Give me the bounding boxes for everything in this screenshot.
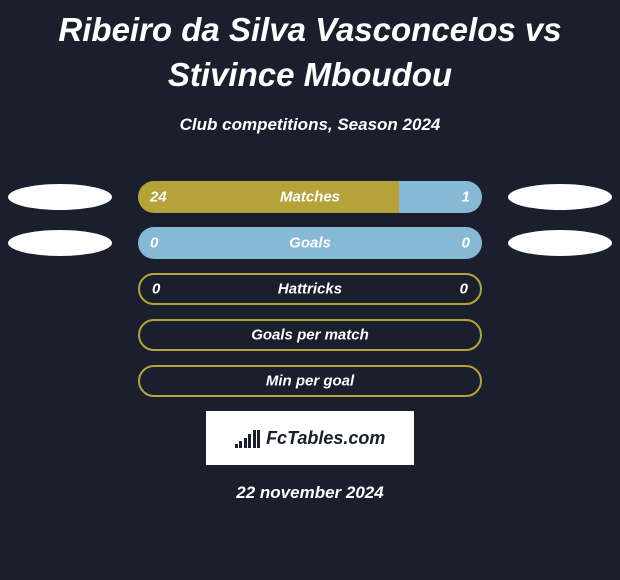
stat-row: 00Goals [0,227,620,259]
stat-label: Goals per match [140,327,480,344]
stat-label: Goals [138,235,482,252]
stat-label: Matches [138,189,482,206]
stat-bar: 00Hattricks [138,273,482,305]
player-marker-right [508,184,612,210]
stat-bar: Min per goal [138,365,482,397]
page-subtitle: Club competitions, Season 2024 [0,115,620,135]
date-label: 22 november 2024 [0,483,620,503]
player-marker-left [8,230,112,256]
stat-bar: Goals per match [138,319,482,351]
comparison-infographic: Ribeiro da Silva Vasconcelos vs Stivince… [0,0,620,503]
page-title: Ribeiro da Silva Vasconcelos vs Stivince… [0,0,620,101]
stat-label: Hattricks [140,281,480,298]
stat-row: 241Matches [0,181,620,213]
stats-area: 241Matches 00Goals 00Hattricks Goals per ma… [0,181,620,397]
player-marker-left [8,184,112,210]
stat-label: Min per goal [140,373,480,390]
player-marker-right [508,230,612,256]
stat-row: Goals per match [0,319,620,351]
stat-row: 00Hattricks [0,273,620,305]
stat-bar: 241Matches [138,181,482,213]
logo-text: FcTables.com [266,428,385,449]
stat-bar: 00Goals [138,227,482,259]
stat-row: Min per goal [0,365,620,397]
bar-chart-icon [235,428,261,448]
site-logo: FcTables.com [206,411,414,465]
